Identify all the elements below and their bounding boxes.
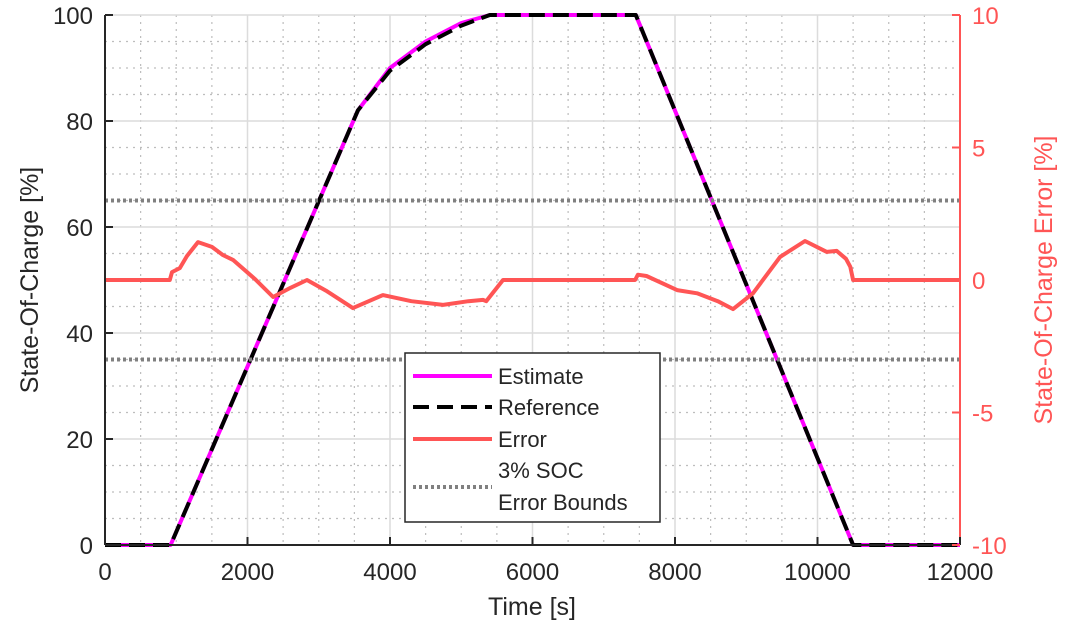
series-line-reference — [105, 13, 960, 547]
legend-label-error: Error — [498, 427, 547, 452]
y-right-tick-label: 5 — [972, 136, 985, 163]
y-tick-label: 100 — [53, 3, 93, 30]
x-tick-label: 6000 — [506, 559, 559, 586]
x-tick-label: 0 — [98, 559, 111, 586]
x-tick-label: 4000 — [363, 559, 416, 586]
legend-label-bounds-2: Error Bounds — [498, 490, 628, 515]
series-line-error — [105, 239, 960, 312]
legend-label-estimate: Estimate — [498, 364, 584, 389]
y-axis-right-label: State-Of-Charge Error [%] — [1030, 136, 1058, 425]
y-tick-label: 80 — [66, 109, 93, 136]
x-axis-label: Time [s] — [488, 593, 576, 621]
y-right-tick-label: -5 — [972, 401, 993, 428]
y-tick-label: 20 — [66, 427, 93, 454]
axes: 0 2000 4000 6000 8000 10000 12000020406080100-… — [53, 3, 1007, 586]
legend-label-reference: Reference — [498, 395, 600, 420]
y-tick-label: 40 — [66, 321, 93, 348]
y-tick-label: 0 — [80, 533, 93, 560]
y-axis-label: State-Of-Charge [%] — [16, 167, 44, 393]
x-tick-label: 2000 — [221, 559, 274, 586]
x-tick-label: 8000 — [648, 559, 701, 586]
y-right-tick-label: 10 — [972, 3, 999, 30]
y-right-tick-label: 0 — [972, 268, 985, 295]
legend-label-bounds-1: 3% SOC — [498, 458, 584, 483]
x-tick-label: 12000 — [927, 559, 994, 586]
y-tick-label: 60 — [66, 215, 93, 242]
x-tick-label: 10000 — [784, 559, 851, 586]
y-right-tick-label: -10 — [972, 533, 1007, 560]
legend: Estimate Reference Error 3% SOC Error Bo… — [404, 352, 661, 523]
